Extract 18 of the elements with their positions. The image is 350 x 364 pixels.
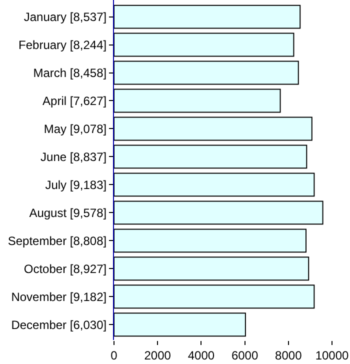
y-tick-label: April [7,627]: [42, 94, 107, 108]
y-tick-label: March [8,458]: [33, 66, 107, 80]
y-tick-label: July [9,183]: [45, 178, 107, 192]
y-tick-label: August [9,578]: [29, 206, 107, 220]
x-tick-label: 2000: [144, 348, 172, 362]
y-tick-label: January [8,537]: [24, 10, 107, 24]
x-tick-label: 6000: [231, 348, 258, 362]
x-tick-label: 10000: [315, 348, 350, 362]
y-tick-label: June [8,837]: [40, 150, 107, 164]
y-tick-label: December [6,030]: [11, 318, 107, 332]
y-tick-label: September [8,808]: [8, 234, 107, 248]
y-tick-label: February [8,244]: [18, 38, 107, 52]
y-tick-label: October [8,927]: [24, 262, 107, 276]
x-tick-label: 8000: [275, 348, 302, 362]
y-tick-label: May [9,078]: [44, 122, 107, 136]
x-tick-label: 0: [110, 348, 118, 362]
y-tick-label: November [9,182]: [11, 290, 107, 304]
x-tick-label: 4000: [188, 348, 215, 362]
